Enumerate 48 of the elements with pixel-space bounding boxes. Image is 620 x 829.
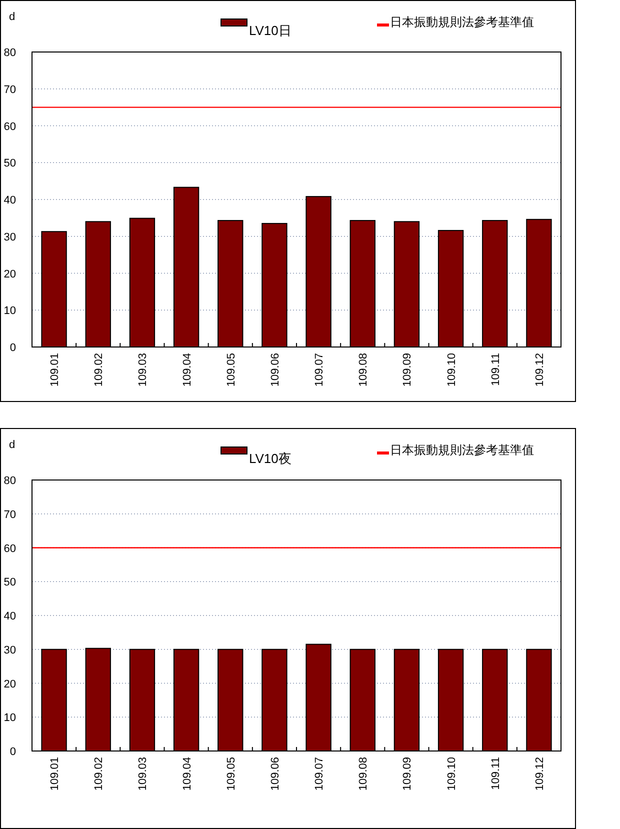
x-tick-label: 109.09	[402, 353, 414, 387]
y-tick-label: 20	[4, 268, 16, 280]
y-tick-label: 70	[4, 84, 16, 96]
x-tick-label: 109.06	[269, 353, 282, 387]
y-tick-label: 80	[4, 47, 16, 59]
y-tick-label: 0	[10, 746, 16, 758]
x-tick-label: 109.07	[314, 757, 326, 791]
x-tick-label: 109.02	[93, 757, 106, 791]
x-tick-label: 109.08	[358, 757, 370, 791]
x-tick-label: 109.03	[137, 353, 150, 387]
legend-label: LV10夜	[249, 451, 292, 466]
x-tick-label: 109.02	[93, 353, 106, 387]
x-tick-label: 109.11	[490, 757, 502, 790]
y-tick-label: 80	[4, 475, 16, 487]
x-tick-label: 109.01	[49, 353, 62, 387]
x-tick-label: 109.12	[534, 353, 546, 387]
x-tick-label: 109.03	[137, 757, 150, 791]
y-tick-label: 70	[4, 508, 16, 521]
y-tick-label: 50	[4, 158, 16, 170]
x-tick-label: 109.05	[225, 353, 238, 387]
y-tick-label: 10	[4, 712, 16, 724]
x-tick-label: 109.05	[225, 757, 238, 791]
x-tick-label: 109.08	[358, 353, 370, 387]
x-tick-label: 109.07	[314, 353, 326, 387]
y-axis-title: d	[9, 439, 16, 451]
y-tick-label: 60	[4, 542, 16, 555]
x-tick-label: 109.04	[181, 353, 194, 387]
x-tick-label: 109.06	[269, 757, 282, 791]
legend-label: 日本振動規則法參考基準值	[390, 15, 534, 29]
x-tick-label: 109.10	[446, 757, 458, 791]
x-tick-label: 109.01	[49, 757, 62, 791]
legend-label: 日本振動規則法參考基準值	[390, 443, 534, 457]
x-tick-label: 109.10	[446, 353, 458, 387]
y-tick-label: 40	[4, 194, 16, 206]
y-tick-label: 0	[10, 342, 16, 354]
y-axis-title: d	[9, 11, 16, 23]
x-tick-label: 109.09	[402, 757, 414, 791]
y-tick-label: 30	[4, 231, 16, 244]
legend-label: LV10日	[249, 23, 292, 38]
y-tick-label: 60	[4, 120, 16, 133]
y-tick-label: 40	[4, 610, 16, 622]
y-tick-label: 10	[4, 305, 16, 318]
x-tick-label: 109.04	[181, 757, 194, 791]
y-tick-label: 50	[4, 576, 16, 589]
y-tick-label: 20	[4, 678, 16, 690]
x-tick-label: 109.12	[534, 757, 546, 791]
y-tick-label: 30	[4, 644, 16, 656]
x-tick-label: 109.11	[490, 353, 502, 386]
